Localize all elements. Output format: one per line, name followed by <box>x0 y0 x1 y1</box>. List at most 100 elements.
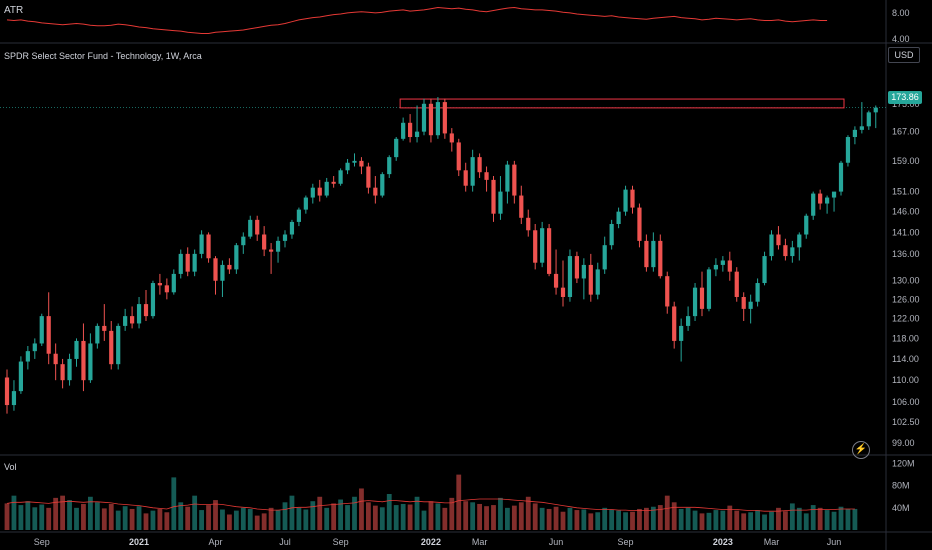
candle-body <box>192 253 197 272</box>
currency-button[interactable]: USD <box>888 47 920 63</box>
volume-bar <box>845 508 851 530</box>
candle-body <box>414 131 420 138</box>
volume-bar <box>261 513 267 530</box>
volume-bar <box>39 504 45 530</box>
candle-body <box>39 316 44 344</box>
candle-body <box>609 224 614 246</box>
candle-body <box>227 264 232 270</box>
candle-body <box>352 160 357 163</box>
candle-body <box>630 189 635 208</box>
volume-bar <box>852 508 858 530</box>
volume-bar <box>53 497 59 530</box>
price-axis[interactable]: 8.004.00175.00167.00159.00151.00146.0014… <box>892 8 920 513</box>
volume-bar <box>685 507 691 530</box>
price-tick-label: 151.00 <box>892 187 920 197</box>
candle-body <box>456 142 461 171</box>
volume-bar <box>776 507 781 530</box>
candle-body <box>53 353 58 365</box>
time-tick-label: Jun <box>549 537 564 547</box>
volume-bar <box>386 494 392 530</box>
candle-body <box>331 181 336 184</box>
volume-bar <box>352 496 357 530</box>
candle-body <box>401 122 406 139</box>
volume-bar <box>595 512 601 530</box>
candle-body <box>790 247 795 257</box>
candle-body <box>505 164 510 192</box>
volume-bar <box>692 510 698 530</box>
price-tick-label: 114.00 <box>892 354 919 364</box>
volume-bar <box>678 508 684 530</box>
volume-bar <box>644 507 649 530</box>
volume-bar <box>338 499 343 530</box>
volume-bar <box>498 497 503 530</box>
volume-bar <box>671 502 677 530</box>
candle-body <box>672 306 677 341</box>
candle-body <box>720 260 725 265</box>
price-tick-label: 141.00 <box>892 227 920 237</box>
candle-body <box>484 172 489 180</box>
volume-bar <box>456 474 462 530</box>
candle-body <box>748 301 753 309</box>
candle-body <box>178 253 183 274</box>
price-pane[interactable] <box>0 97 886 414</box>
candle-body <box>262 234 267 250</box>
bolt-icon[interactable]: ⚡ <box>852 441 870 459</box>
candle-body <box>116 325 121 365</box>
volume-bar <box>449 497 455 530</box>
volume-bar <box>741 513 747 530</box>
volume-bar <box>762 514 767 530</box>
volume-bar <box>379 507 385 530</box>
candle-body <box>435 102 440 136</box>
time-axis[interactable]: Sep 2021 Apr Jul Sep 2022 Mar Jun Sep 2023 Mar Jun <box>34 537 842 547</box>
volume-bar <box>609 509 615 530</box>
candle-body <box>275 240 281 252</box>
volume-bar <box>81 503 86 530</box>
candle-body <box>838 162 844 192</box>
candle-body <box>547 228 552 274</box>
volume-bar <box>282 502 288 530</box>
volume-bar <box>602 507 608 530</box>
volume-bar <box>616 510 621 530</box>
volume-bar <box>171 477 177 530</box>
volume-bar <box>372 505 378 530</box>
volume-bar <box>192 495 198 530</box>
volume-bar <box>442 507 448 530</box>
candle-body <box>296 209 301 222</box>
volume-bar <box>623 512 628 530</box>
candle-body <box>248 219 253 237</box>
volume-pane[interactable] <box>4 474 858 530</box>
volume-bar <box>289 495 295 530</box>
volume-bar <box>518 502 524 530</box>
volume-tick-label: 120M <box>892 459 915 469</box>
candle-body <box>560 287 566 297</box>
candle-body <box>665 276 670 307</box>
candle-body <box>269 249 274 252</box>
atr-tick-label: 4.00 <box>892 34 910 44</box>
volume-bar <box>143 513 149 530</box>
volume-bar <box>122 506 128 530</box>
volume-bar <box>727 505 733 530</box>
volume-bar <box>213 500 218 530</box>
volume-bar <box>525 496 531 530</box>
volume-bar <box>400 503 406 530</box>
volume-bar <box>664 495 670 530</box>
candle-body <box>282 234 288 241</box>
candle-body <box>213 258 218 281</box>
volume-bar <box>324 507 330 530</box>
volume-bar <box>275 510 281 530</box>
candle-body <box>442 102 447 134</box>
candle-body <box>206 234 211 259</box>
candle-body <box>588 264 593 295</box>
candle-body <box>46 316 51 354</box>
volume-bar <box>366 502 371 530</box>
candle-body <box>32 343 37 352</box>
atr-pane[interactable] <box>6 6 828 34</box>
volume-bar <box>706 512 712 530</box>
volume-bar <box>206 505 211 530</box>
price-tick-label: 102.50 <box>892 417 920 427</box>
volume-tick-label: 40M <box>892 503 910 513</box>
candle-body <box>540 228 545 263</box>
volume-bar <box>567 507 573 530</box>
candle-body <box>4 377 10 406</box>
